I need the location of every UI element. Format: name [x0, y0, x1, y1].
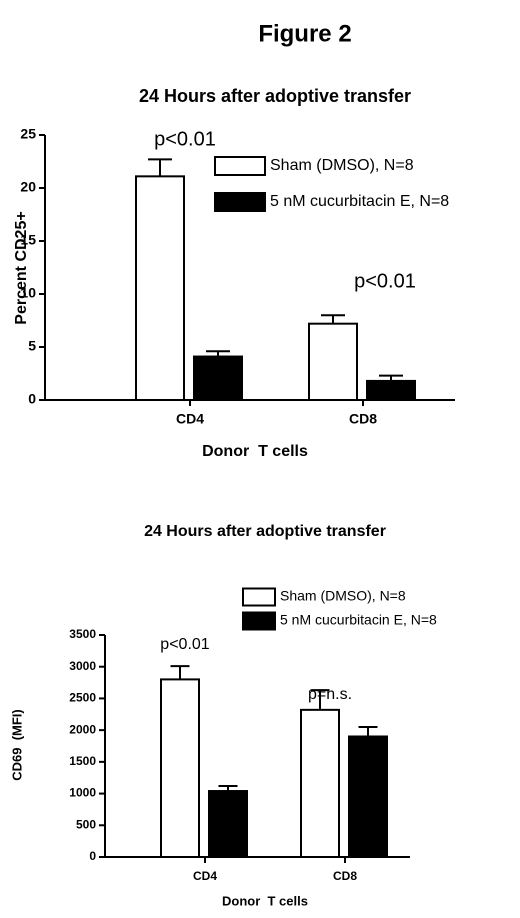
y-tick-label: 2000	[69, 722, 96, 736]
chart-title: 24 Hours after adoptive transfer	[144, 523, 386, 540]
legend-swatch	[242, 611, 276, 631]
legend-label: 5 nM cucurbitacin E, N=8	[270, 193, 449, 210]
y-tick-label: 25	[20, 126, 36, 142]
x-tick-label: CD4	[176, 411, 204, 427]
x-tick-label: CD8	[349, 411, 377, 427]
bar	[366, 379, 416, 402]
y-tick-label: 15	[20, 232, 36, 248]
bar	[193, 355, 243, 402]
y-tick-label: 5	[28, 338, 36, 354]
bar	[160, 678, 200, 859]
figure-title: Figure 2	[258, 20, 351, 47]
y-tick-label: 1000	[69, 786, 96, 800]
legend-label: Sham (DMSO), N=8	[280, 588, 406, 604]
y-axis-label: Percent CD25+	[13, 211, 30, 324]
legend-label: 5 nM cucurbitacin E, N=8	[280, 612, 437, 628]
x-tick-label: CD4	[193, 869, 217, 883]
y-tick-label: 1500	[69, 754, 96, 768]
y-tick-label: 3000	[69, 659, 96, 673]
bar	[208, 790, 248, 859]
y-tick-label: 0	[28, 391, 36, 407]
y-tick-label: 500	[76, 817, 96, 831]
x-axis-label: Donor T cells	[202, 443, 308, 460]
y-tick-label: 10	[20, 285, 36, 301]
bar	[300, 708, 340, 858]
legend-swatch	[214, 156, 266, 176]
legend-label: Sham (DMSO), N=8	[270, 157, 414, 174]
bar	[348, 735, 388, 858]
annotation: p<0.01	[154, 128, 216, 150]
bar	[308, 322, 358, 401]
x-tick-label: CD8	[333, 869, 357, 883]
y-tick-label: 0	[89, 849, 96, 863]
legend-swatch	[214, 192, 266, 212]
annotation: p<0.01	[160, 636, 209, 653]
y-axis-label: CD69 (MFI)	[9, 709, 24, 781]
bar	[135, 175, 185, 401]
legend-swatch	[242, 587, 276, 607]
x-axis-label: Donor T cells	[222, 893, 308, 908]
annotation: p=n.s.	[308, 686, 352, 703]
chart-title: 24 Hours after adoptive transfer	[139, 86, 411, 106]
annotation: p<0.01	[354, 270, 416, 292]
y-tick-label: 2500	[69, 691, 96, 705]
y-tick-label: 3500	[69, 627, 96, 641]
y-tick-label: 20	[20, 179, 36, 195]
